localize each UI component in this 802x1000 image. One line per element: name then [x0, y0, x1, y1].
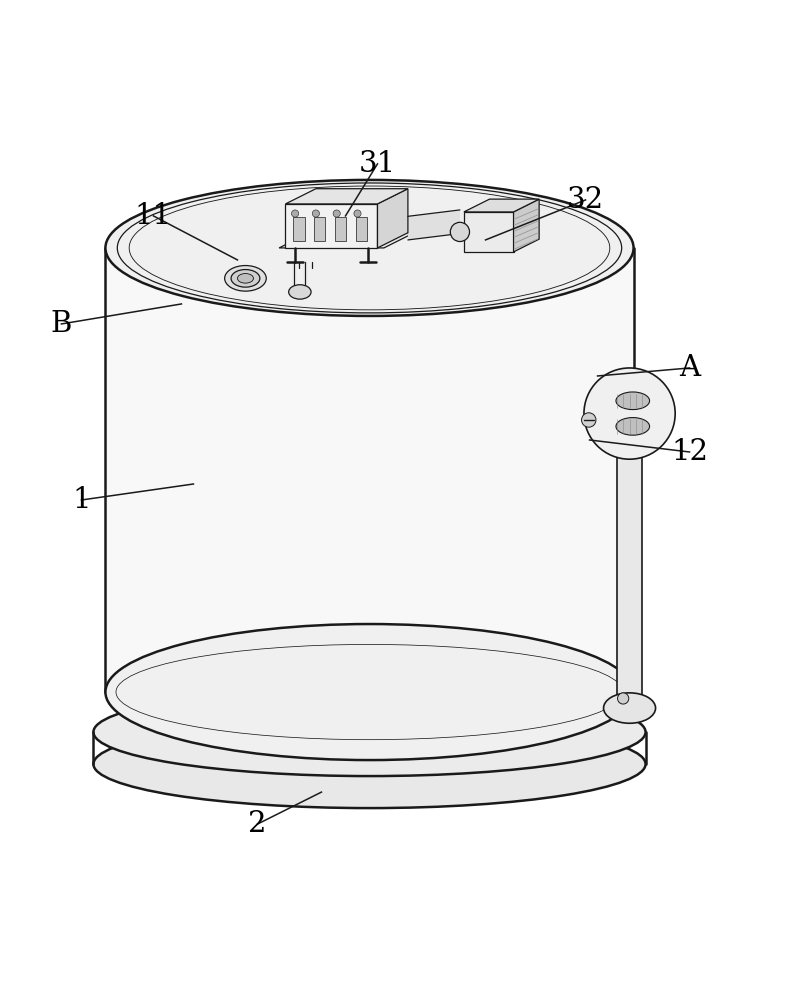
- Polygon shape: [286, 189, 407, 204]
- Text: 32: 32: [566, 186, 603, 214]
- Ellipse shape: [288, 285, 310, 299]
- Text: 31: 31: [358, 150, 395, 178]
- Polygon shape: [286, 204, 377, 248]
- Bar: [105, 248, 633, 692]
- Ellipse shape: [450, 222, 469, 242]
- Circle shape: [354, 210, 361, 217]
- Ellipse shape: [105, 180, 633, 316]
- Polygon shape: [407, 210, 460, 240]
- Text: 2: 2: [248, 810, 266, 838]
- Text: A: A: [678, 354, 699, 382]
- Ellipse shape: [225, 266, 266, 291]
- Polygon shape: [464, 212, 513, 252]
- Bar: [334, 217, 346, 241]
- Polygon shape: [464, 199, 538, 212]
- Circle shape: [617, 693, 628, 704]
- Polygon shape: [279, 233, 414, 248]
- Ellipse shape: [615, 392, 649, 410]
- Bar: [314, 217, 325, 241]
- Ellipse shape: [237, 274, 253, 283]
- Circle shape: [312, 210, 319, 217]
- Ellipse shape: [615, 418, 649, 435]
- Ellipse shape: [93, 720, 645, 808]
- Ellipse shape: [105, 624, 633, 760]
- Circle shape: [333, 210, 340, 217]
- Ellipse shape: [603, 693, 654, 723]
- Bar: [616, 384, 642, 708]
- Polygon shape: [513, 199, 538, 252]
- Ellipse shape: [231, 270, 260, 287]
- Circle shape: [291, 210, 298, 217]
- Text: 11: 11: [135, 202, 172, 230]
- Polygon shape: [377, 189, 407, 248]
- Ellipse shape: [93, 688, 645, 776]
- Text: 12: 12: [670, 438, 707, 466]
- Circle shape: [583, 368, 674, 459]
- Bar: [293, 217, 304, 241]
- Text: 1: 1: [72, 486, 91, 514]
- Bar: [355, 217, 367, 241]
- Text: B: B: [51, 310, 72, 338]
- Circle shape: [581, 413, 595, 427]
